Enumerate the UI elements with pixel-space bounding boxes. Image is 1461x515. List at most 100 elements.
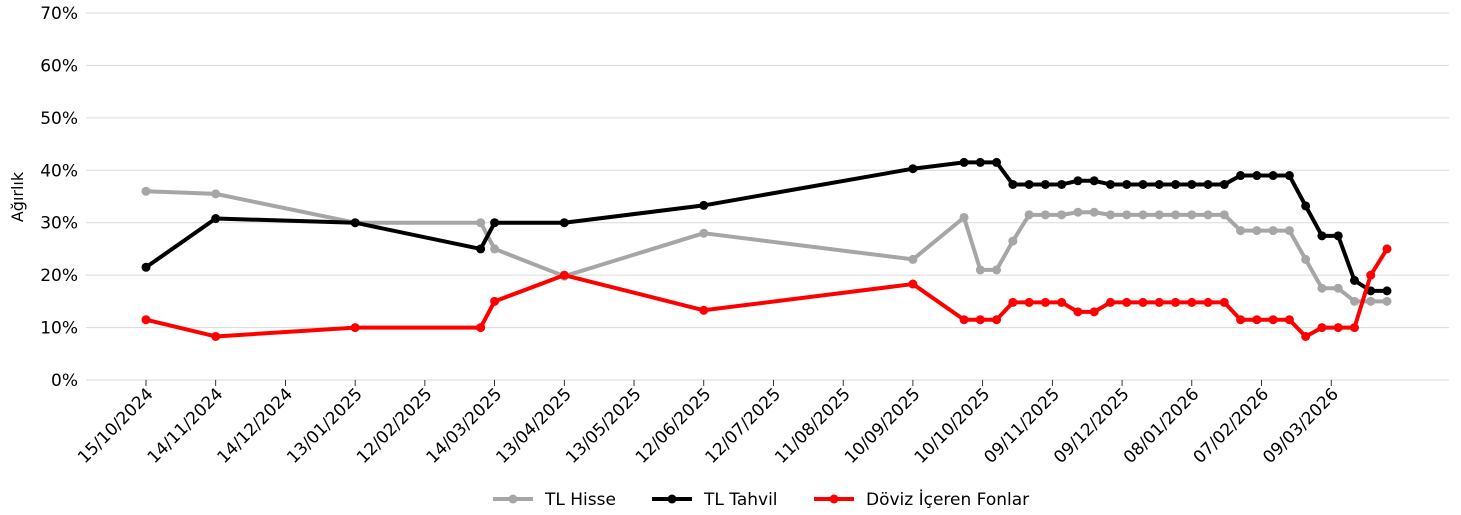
data-point: [211, 214, 221, 224]
data-point: [1366, 270, 1376, 280]
data-point: [1154, 179, 1164, 189]
data-point: [1366, 296, 1376, 306]
data-point: [1333, 283, 1343, 293]
data-point: [1154, 297, 1164, 307]
legend-swatch-marker: [829, 494, 839, 504]
data-point: [1089, 176, 1099, 186]
data-point: [1024, 210, 1034, 220]
series-1: [141, 157, 1392, 296]
data-point: [1268, 171, 1278, 181]
data-point: [1382, 244, 1392, 254]
data-point: [1333, 323, 1343, 333]
y-axis-title: Ağırlık: [8, 171, 27, 222]
data-point: [959, 157, 969, 167]
data-point: [1187, 210, 1197, 220]
data-point: [1024, 179, 1034, 189]
data-point: [1333, 231, 1343, 241]
y-tick-label: 50%: [40, 109, 78, 129]
data-point: [559, 218, 569, 228]
legend-label: TL Hisse: [544, 490, 616, 510]
series-0: [141, 186, 1392, 306]
x-tick-label: 09/03/2026: [1259, 384, 1342, 467]
grid-lines: [86, 12, 1449, 381]
y-tick-label: 20%: [40, 266, 78, 286]
data-point: [1268, 226, 1278, 236]
y-axis-ticks: 0% 10% 20% 30% 40% 50% 60% 70%: [40, 4, 78, 391]
data-point: [1040, 210, 1050, 220]
data-point: [908, 254, 918, 264]
data-point: [1008, 236, 1018, 246]
data-point: [1236, 315, 1246, 325]
data-point: [1252, 171, 1262, 181]
series-2: [141, 244, 1392, 341]
data-point: [1105, 297, 1115, 307]
data-point: [1073, 307, 1083, 317]
data-point: [1317, 231, 1327, 241]
data-point: [1349, 323, 1359, 333]
legend-label: Döviz İçeren Fonlar: [866, 489, 1029, 510]
data-point: [1073, 176, 1083, 186]
data-point: [1040, 179, 1050, 189]
data-point: [975, 157, 985, 167]
data-point: [490, 244, 500, 254]
y-tick-label: 30%: [40, 214, 78, 234]
data-point: [1154, 210, 1164, 220]
data-point: [1024, 297, 1034, 307]
data-point: [699, 200, 709, 210]
data-point: [141, 186, 151, 196]
data-point: [1105, 210, 1115, 220]
data-point: [1236, 171, 1246, 181]
data-point: [476, 218, 486, 228]
data-point: [141, 262, 151, 272]
y-tick-label: 70%: [40, 4, 78, 24]
data-point: [959, 212, 969, 222]
data-point: [559, 270, 569, 280]
data-point: [975, 315, 985, 325]
data-point: [1203, 297, 1213, 307]
data-point: [1382, 296, 1392, 306]
data-point: [1122, 179, 1132, 189]
data-point: [1171, 297, 1181, 307]
data-point: [1057, 210, 1067, 220]
y-tick-label: 40%: [40, 161, 78, 181]
data-point: [1138, 297, 1148, 307]
data-point: [1089, 307, 1099, 317]
series-group: [141, 157, 1392, 341]
data-point: [476, 244, 486, 254]
data-point: [1122, 297, 1132, 307]
data-point: [211, 331, 221, 341]
data-point: [1252, 226, 1262, 236]
data-point: [1301, 254, 1311, 264]
data-point: [1219, 210, 1229, 220]
data-point: [1382, 286, 1392, 296]
data-point: [1317, 323, 1327, 333]
legend-label: TL Tahvil: [703, 490, 778, 510]
data-point: [1008, 297, 1018, 307]
data-point: [141, 315, 151, 325]
legend: TL Hisse TL Tahvil Döviz İçeren Fonlar: [493, 489, 1029, 510]
data-point: [1284, 171, 1294, 181]
x-axis-ticks: 15/10/202414/11/202414/12/202413/01/2025…: [74, 380, 1343, 468]
data-point: [1040, 297, 1050, 307]
data-point: [959, 315, 969, 325]
data-point: [1057, 297, 1067, 307]
data-point: [992, 315, 1002, 325]
data-point: [1187, 297, 1197, 307]
legend-item: TL Tahvil: [652, 490, 778, 510]
data-point: [1171, 210, 1181, 220]
legend-item: Döviz İçeren Fonlar: [814, 489, 1029, 510]
y-tick-label: 60%: [40, 56, 78, 76]
series-line: [144, 246, 1389, 339]
data-point: [1203, 179, 1213, 189]
data-point: [699, 228, 709, 238]
series-line: [144, 160, 1389, 293]
data-point: [1301, 331, 1311, 341]
data-point: [1057, 179, 1067, 189]
y-tick-label: 0%: [51, 371, 78, 391]
data-point: [975, 265, 985, 275]
data-point: [1008, 179, 1018, 189]
data-point: [1284, 315, 1294, 325]
data-point: [1187, 179, 1197, 189]
data-point: [490, 296, 500, 306]
